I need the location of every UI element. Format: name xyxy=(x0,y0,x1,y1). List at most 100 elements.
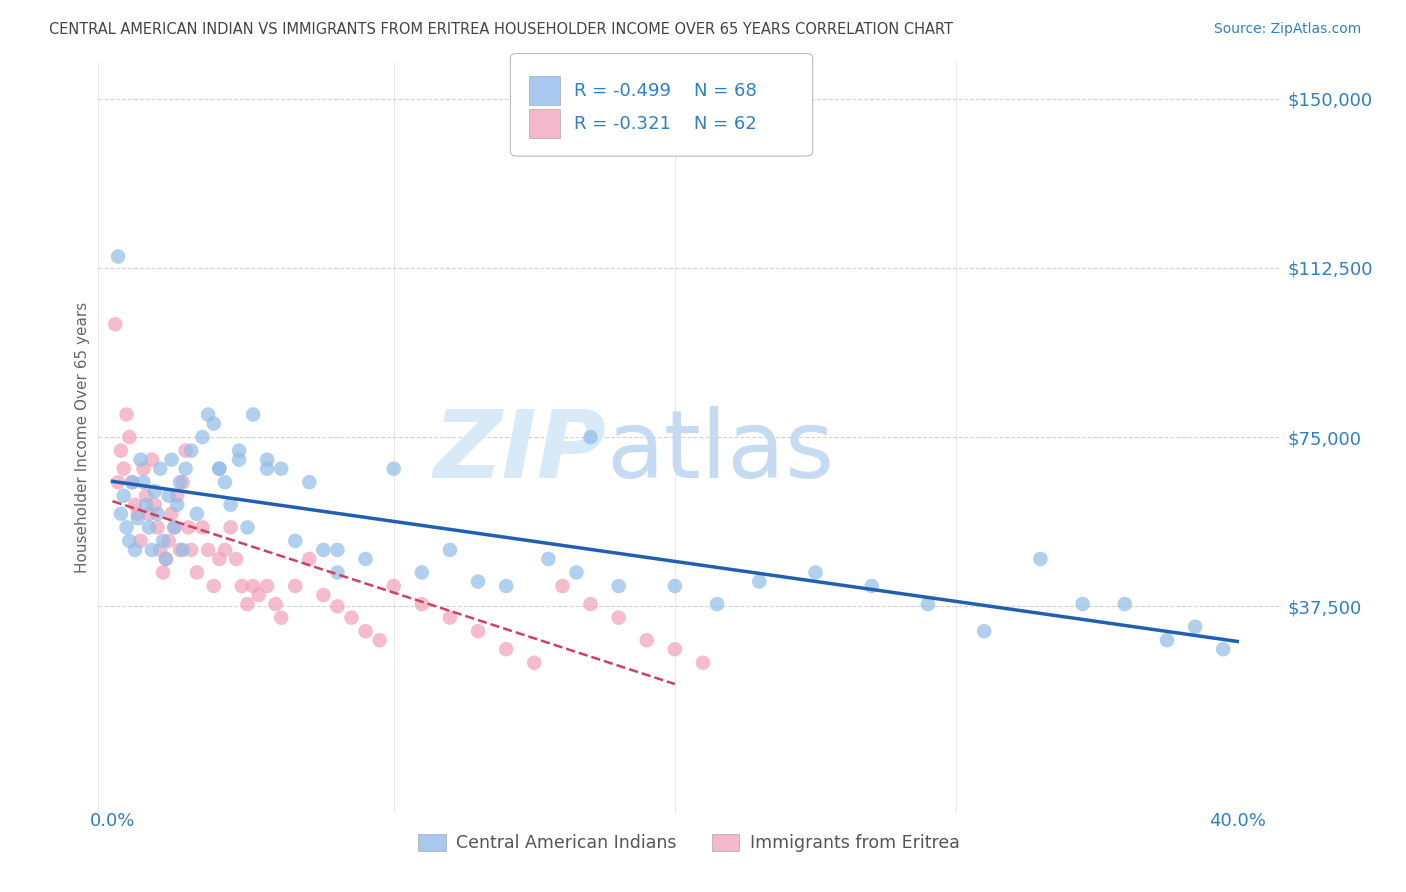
Point xyxy=(160,507,183,521)
Point xyxy=(135,489,157,503)
Point xyxy=(197,408,219,422)
Point xyxy=(121,475,143,490)
Text: atlas: atlas xyxy=(606,406,835,498)
Point xyxy=(146,520,169,534)
Point xyxy=(146,507,169,521)
Point xyxy=(104,317,127,331)
Point xyxy=(197,543,219,558)
Point xyxy=(177,520,200,534)
Point xyxy=(495,579,517,593)
Point xyxy=(141,543,163,558)
Point xyxy=(382,461,405,475)
Point xyxy=(121,475,143,490)
Point xyxy=(208,552,231,566)
Point xyxy=(664,642,686,657)
Text: ZIP: ZIP xyxy=(433,406,606,498)
Text: Source: ZipAtlas.com: Source: ZipAtlas.com xyxy=(1213,22,1361,37)
Point xyxy=(166,498,188,512)
Point xyxy=(110,507,132,521)
Point xyxy=(107,475,129,490)
Point xyxy=(860,579,883,593)
Point xyxy=(706,597,728,611)
Point xyxy=(664,579,686,593)
Point xyxy=(326,566,349,580)
Point xyxy=(163,520,186,534)
Point xyxy=(973,624,995,639)
Point xyxy=(115,408,138,422)
Point xyxy=(138,507,160,521)
Point xyxy=(143,484,166,499)
Point xyxy=(579,430,602,444)
Point xyxy=(155,552,177,566)
Point xyxy=(124,498,146,512)
Point xyxy=(124,543,146,558)
Point xyxy=(208,461,231,475)
Point xyxy=(439,610,461,624)
Point xyxy=(169,543,191,558)
Point xyxy=(225,552,247,566)
Point xyxy=(298,552,321,566)
Point xyxy=(312,543,335,558)
Point xyxy=(284,533,307,548)
Point xyxy=(132,461,155,475)
Point xyxy=(191,430,214,444)
Point xyxy=(180,543,202,558)
Point xyxy=(202,579,225,593)
Point xyxy=(467,574,489,589)
Point xyxy=(157,489,180,503)
Point xyxy=(411,597,433,611)
Point xyxy=(127,511,149,525)
Point xyxy=(537,552,560,566)
Point xyxy=(270,610,292,624)
Point xyxy=(247,588,270,602)
Point xyxy=(1212,642,1234,657)
Point xyxy=(692,656,714,670)
Point xyxy=(326,599,349,614)
Point xyxy=(607,579,630,593)
Point xyxy=(382,579,405,593)
Point xyxy=(1029,552,1052,566)
Point xyxy=(354,624,377,639)
Point xyxy=(115,520,138,534)
Point xyxy=(163,520,186,534)
Point xyxy=(1156,633,1178,648)
Point xyxy=(565,566,588,580)
Y-axis label: Householder Income Over 65 years: Householder Income Over 65 years xyxy=(75,301,90,573)
Point xyxy=(118,430,141,444)
Point xyxy=(804,566,827,580)
Point xyxy=(917,597,939,611)
Point xyxy=(110,443,132,458)
Point xyxy=(169,475,191,490)
Point xyxy=(242,579,264,593)
Point xyxy=(523,656,546,670)
Point xyxy=(135,498,157,512)
Point xyxy=(748,574,770,589)
Point xyxy=(354,552,377,566)
Point xyxy=(236,597,259,611)
Point xyxy=(219,498,242,512)
Point xyxy=(411,566,433,580)
Point xyxy=(1071,597,1094,611)
Point xyxy=(495,642,517,657)
Point xyxy=(112,461,135,475)
Point xyxy=(219,520,242,534)
Point xyxy=(157,533,180,548)
Point xyxy=(149,543,172,558)
Point xyxy=(152,566,174,580)
Point xyxy=(368,633,391,648)
Point xyxy=(1184,620,1206,634)
Text: R = -0.321    N = 62: R = -0.321 N = 62 xyxy=(574,114,756,133)
Point xyxy=(149,461,172,475)
Point xyxy=(236,520,259,534)
Point xyxy=(231,579,253,593)
Point xyxy=(152,533,174,548)
Text: R = -0.499    N = 68: R = -0.499 N = 68 xyxy=(574,81,756,100)
Point xyxy=(270,461,292,475)
Point xyxy=(132,475,155,490)
Point xyxy=(264,597,287,611)
Point xyxy=(160,452,183,467)
Point xyxy=(607,610,630,624)
Point xyxy=(242,408,264,422)
Text: CENTRAL AMERICAN INDIAN VS IMMIGRANTS FROM ERITREA HOUSEHOLDER INCOME OVER 65 YE: CENTRAL AMERICAN INDIAN VS IMMIGRANTS FR… xyxy=(49,22,953,37)
Point xyxy=(284,579,307,593)
